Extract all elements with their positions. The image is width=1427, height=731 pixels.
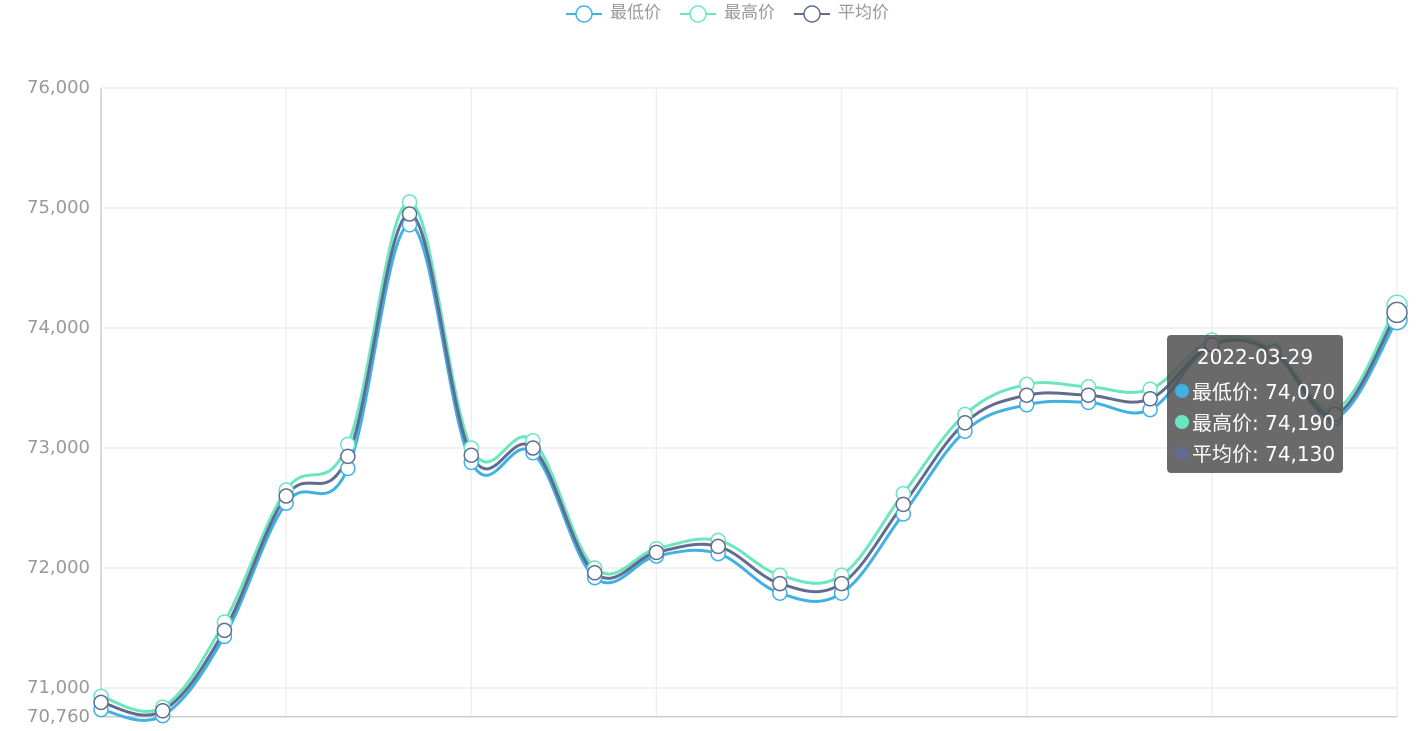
tooltip-row: 最低价: 74,070 — [1175, 375, 1335, 406]
legend-label: 平均价 — [838, 3, 889, 23]
y-tick-label: 71,000 — [27, 677, 90, 698]
point — [1386, 301, 1408, 324]
legend-label: 最低价 — [610, 3, 661, 23]
point — [895, 496, 912, 513]
x-tick-label: 2022-02-28 — [49, 729, 154, 731]
point — [1080, 387, 1097, 403]
tooltip: 2022-03-29 最低价: 74,070 最高价: 74,190 平均价: 74… — [1167, 335, 1343, 473]
tooltip-text: 最高价: 74,190 — [1192, 411, 1336, 435]
y-tick-label: 70,760 — [27, 706, 90, 727]
x-tick-label: 2022-03-16 — [789, 729, 894, 731]
point — [525, 440, 541, 456]
legend: 最低价 最高价 平均价 — [566, 3, 889, 23]
point — [648, 544, 665, 561]
point — [463, 447, 480, 463]
tooltip-row: 最高价: 74,190 — [1175, 406, 1335, 437]
legend-icon — [689, 5, 707, 23]
y-tick-label: 75,000 — [27, 197, 90, 218]
point — [833, 575, 850, 592]
point — [710, 538, 726, 555]
point — [772, 575, 788, 592]
y-tick-label: 74,000 — [27, 317, 90, 338]
y-tick-label: 72,000 — [27, 557, 90, 578]
y-tick-label: 73,000 — [27, 437, 90, 458]
point — [216, 622, 233, 639]
x-tick-label: 2022-03-03 — [234, 729, 339, 731]
tooltip-text: 平均价: 74,130 — [1192, 442, 1336, 466]
legend-icon — [803, 5, 821, 23]
point — [401, 206, 418, 222]
x-tick-label: 2022-03-29 — [1345, 729, 1427, 731]
tooltip-dot — [1175, 383, 1189, 398]
tooltip-text: 最低价: 74,070 — [1192, 380, 1336, 404]
x-tick-label: 2022-03-24 — [1160, 729, 1265, 731]
point — [586, 565, 603, 581]
tooltip-dot — [1175, 445, 1189, 460]
point — [278, 488, 294, 504]
point — [340, 448, 356, 465]
point — [93, 694, 109, 711]
tooltip-dot — [1175, 414, 1189, 429]
x-tick-label: 2022-03-11 — [604, 729, 709, 731]
legend-icon — [575, 5, 593, 23]
tooltip-title: 2022-03-29 — [1196, 345, 1314, 369]
point — [957, 415, 973, 431]
point — [1142, 391, 1158, 407]
legend-label: 最高价 — [724, 3, 775, 23]
tooltip-row: 平均价: 74,130 — [1175, 437, 1335, 468]
point — [1018, 387, 1035, 403]
x-tick-label: 2022-03-08 — [419, 729, 524, 731]
y-tick-label: 76,000 — [27, 77, 90, 98]
point — [154, 703, 171, 719]
x-tick-label: 2022-03-21 — [974, 729, 1079, 731]
